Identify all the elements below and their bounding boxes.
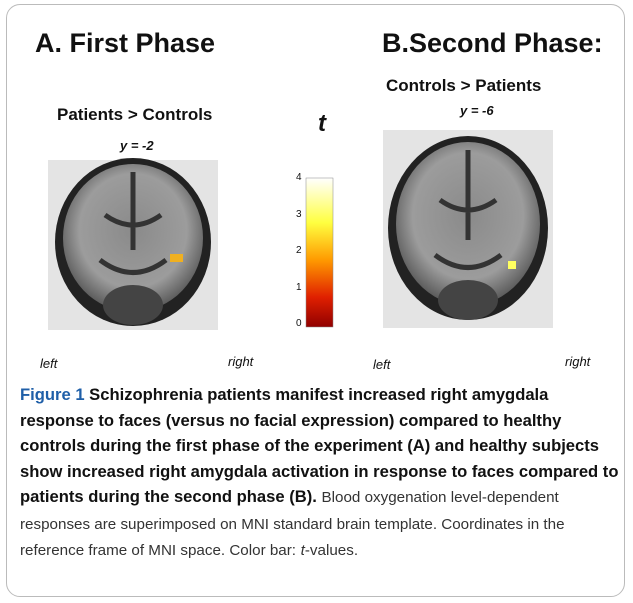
caption-text: -values. — [305, 542, 358, 559]
colorbar-tick: 2 — [296, 245, 302, 256]
side-label: left — [373, 357, 390, 372]
brain-image — [48, 158, 218, 330]
caption-bold: Schizophrenia patients manifest increase… — [20, 385, 618, 506]
side-label: right — [228, 354, 253, 369]
side-label: left — [40, 356, 57, 371]
color-bar — [306, 178, 333, 327]
caption: Figure 1 Schizophrenia patients manifest… — [20, 382, 620, 564]
colorbar-label: t — [318, 110, 326, 138]
colorbar-tick: 1 — [296, 282, 302, 293]
colorbar-tick: 3 — [296, 209, 302, 220]
images — [0, 0, 633, 380]
side-label: right — [565, 354, 590, 369]
colorbar-tick: 4 — [296, 172, 302, 183]
figure-label: Figure 1 — [20, 385, 85, 404]
page: {"panel_a": {"title": "A. First Phase", … — [0, 0, 633, 603]
colorbar-tick: 0 — [296, 318, 302, 329]
brain-image — [383, 130, 553, 328]
